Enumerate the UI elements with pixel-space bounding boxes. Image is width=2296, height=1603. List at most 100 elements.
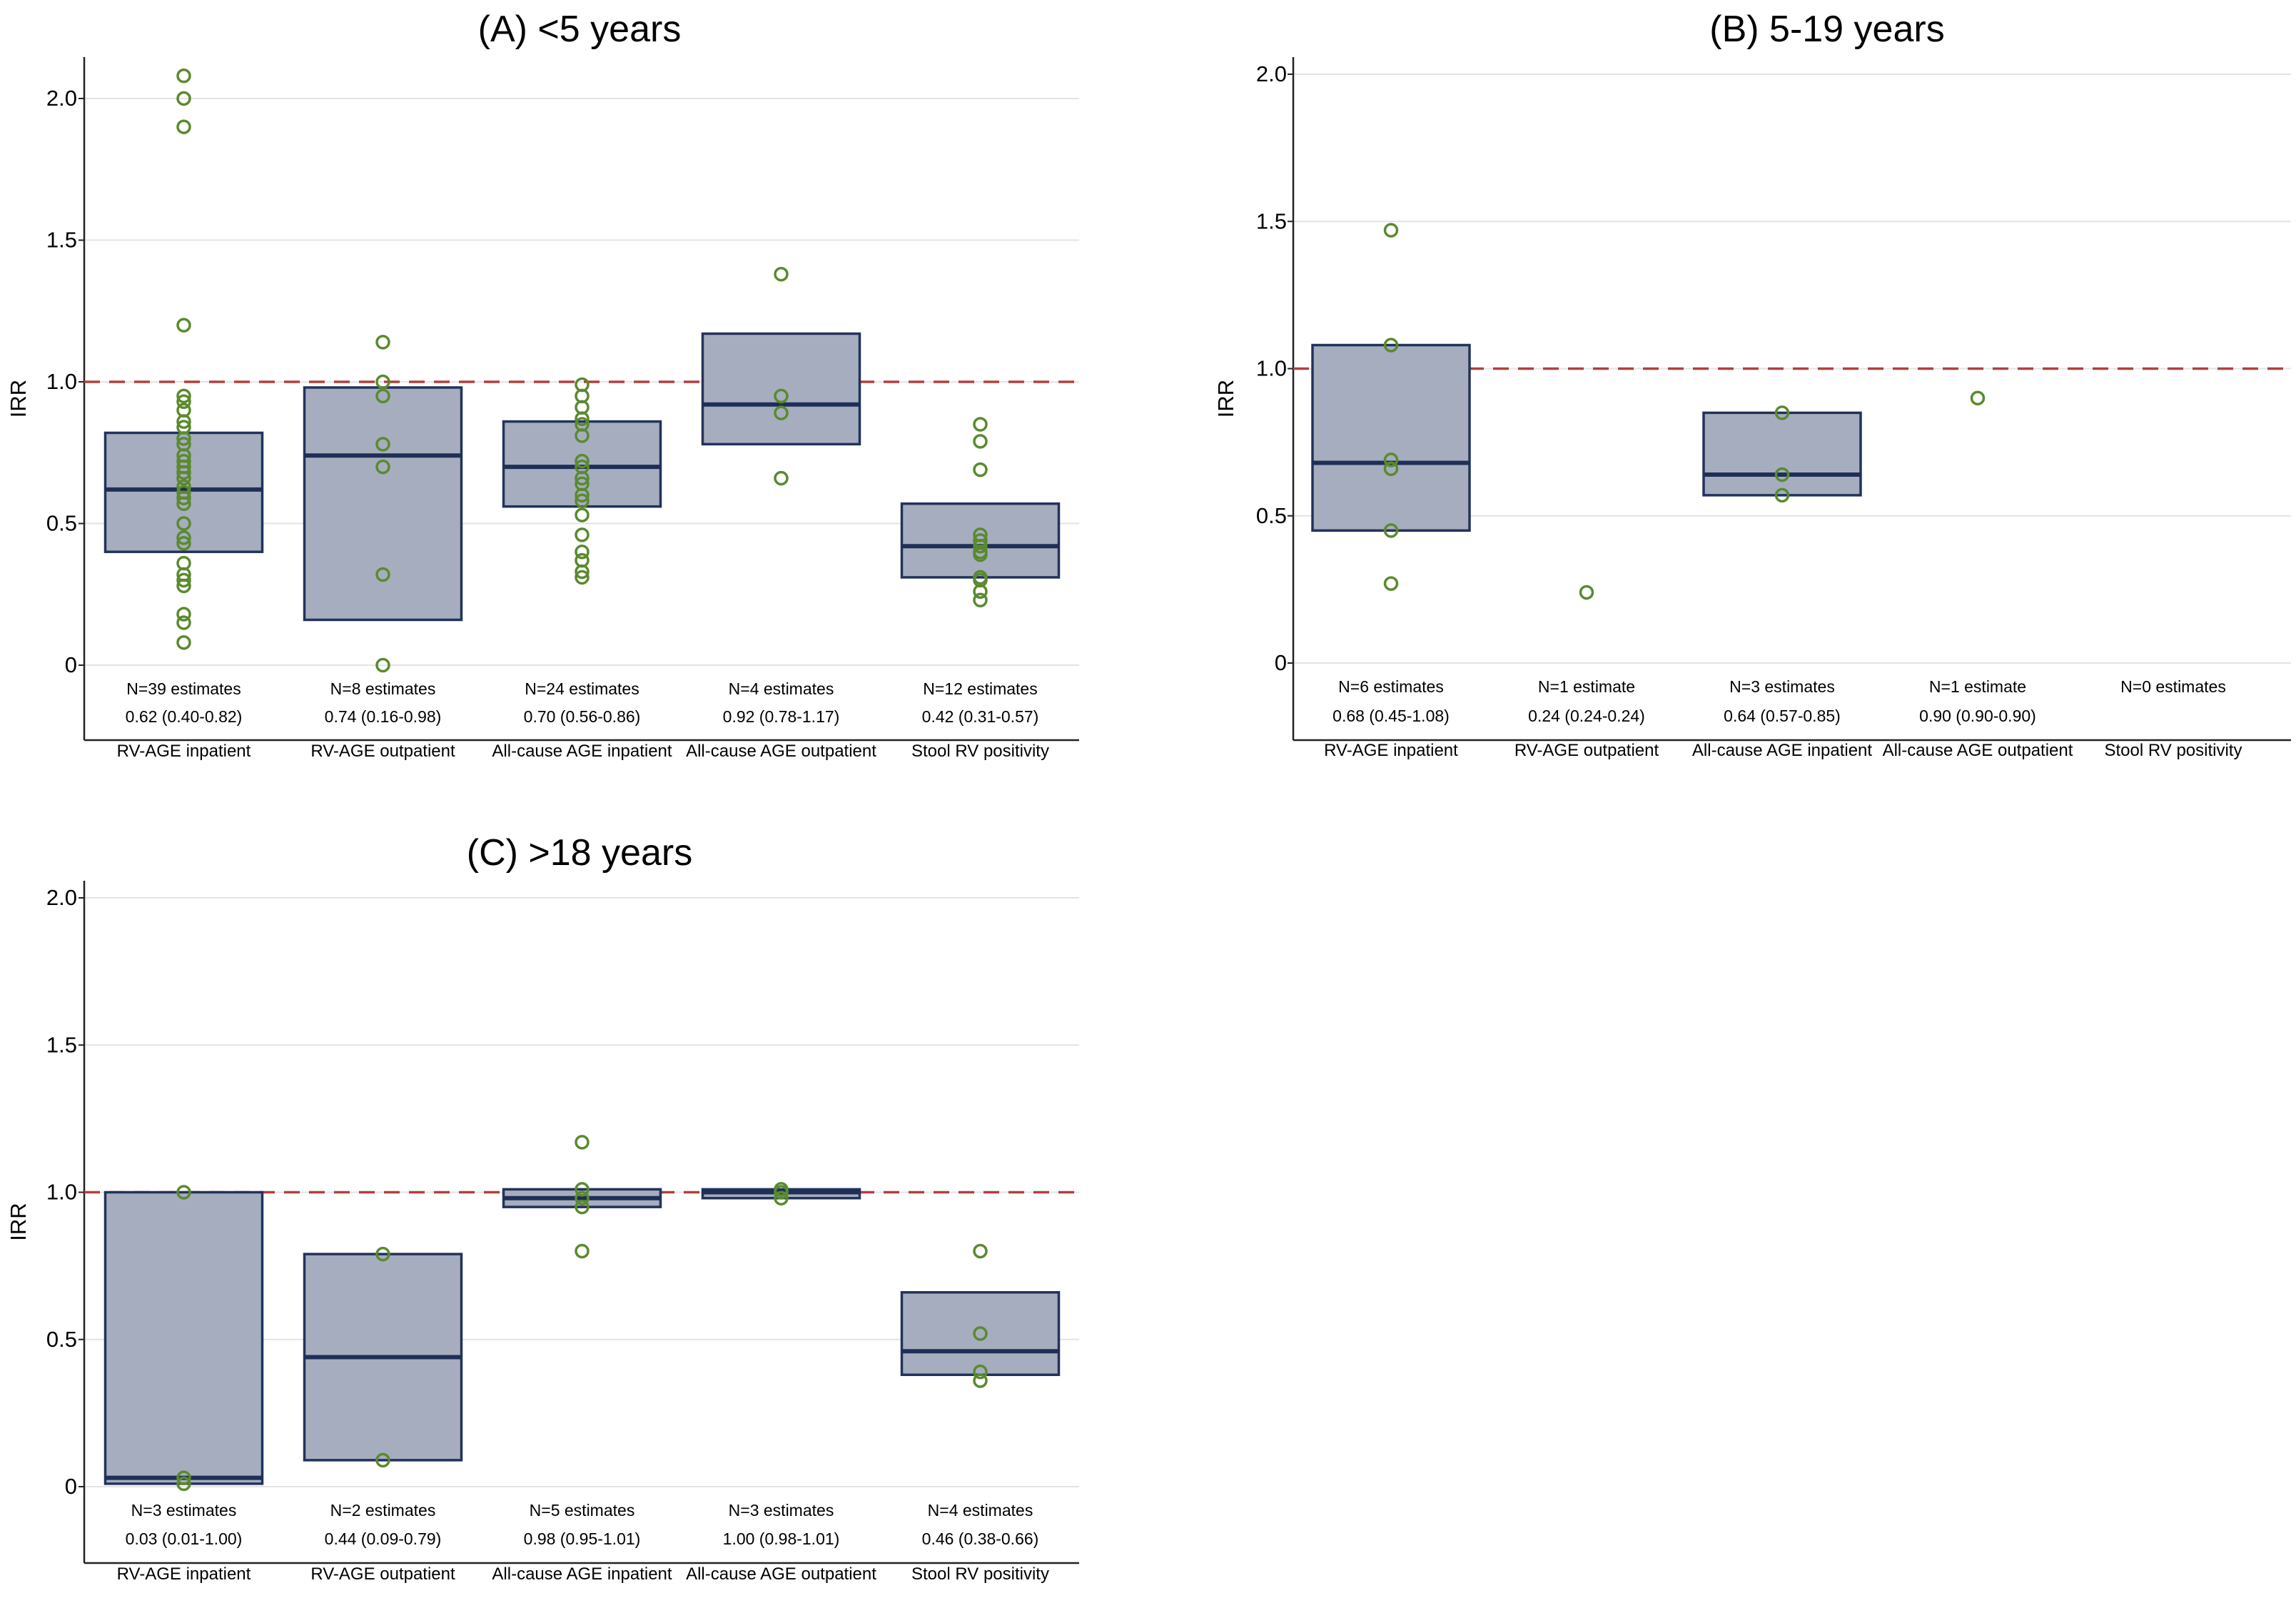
n-estimates-label: N=12 estimates: [923, 679, 1037, 698]
estimate-point: [176, 578, 191, 594]
estimate-point: [176, 431, 191, 446]
estimate-point: [176, 572, 191, 588]
estimate-point: [375, 657, 390, 673]
x-category-label: All-cause AGE outpatient: [1883, 741, 2073, 760]
x-category-label: RV-AGE inpatient: [117, 742, 251, 761]
y-tick-label: 1.0: [1256, 356, 1287, 381]
estimate-point: [176, 318, 191, 333]
median-iqr-label: 0.70 (0.56-0.86): [524, 707, 641, 726]
y-tick-label: 0.5: [1256, 503, 1287, 528]
n-estimates-label: N=39 estimates: [126, 679, 241, 698]
y-axis-label: IRR: [6, 380, 31, 418]
estimate-point: [575, 570, 590, 585]
panel-title: (A) <5 years: [478, 9, 682, 50]
estimate-point: [176, 1185, 191, 1200]
estimate-point: [176, 1470, 191, 1485]
panel-title: (C) >18 years: [467, 832, 692, 874]
iqr-box: [1311, 343, 1471, 532]
y-tick-label: 2.0: [1256, 61, 1287, 86]
estimate-point: [973, 462, 988, 477]
estimate-point: [176, 91, 191, 106]
median-iqr-label: 1.00 (0.98-1.01): [723, 1529, 840, 1548]
y-tick-label: 0.5: [46, 511, 77, 536]
estimate-point: [1579, 585, 1594, 600]
estimate-point: [774, 266, 789, 282]
median-iqr-label: 0.46 (0.38-0.66): [922, 1529, 1039, 1548]
estimate-point: [1383, 461, 1399, 476]
estimate-point: [375, 1452, 390, 1468]
estimate-point: [973, 1373, 988, 1388]
median-iqr-label: 0.03 (0.01-1.00): [126, 1529, 243, 1548]
iqr-box: [900, 1291, 1061, 1376]
estimate-point: [774, 1185, 789, 1200]
estimate-point: [1383, 223, 1399, 238]
median-iqr-label: 0.68 (0.45-1.08): [1332, 707, 1450, 725]
estimate-point: [176, 490, 191, 506]
estimate-point: [575, 493, 590, 508]
y-tick-label: 2.0: [46, 885, 77, 910]
estimate-point: [774, 470, 789, 486]
estimate-point: [1383, 338, 1399, 353]
n-estimates-label: N=2 estimates: [330, 1501, 436, 1519]
estimate-point: [774, 1190, 789, 1205]
median-iqr-label: 0.92 (0.78-1.17): [723, 707, 840, 726]
estimate-point: [375, 459, 390, 475]
estimate-point: [1970, 390, 1986, 405]
estimate-point: [973, 1326, 988, 1341]
estimate-point: [176, 615, 191, 630]
y-tick-label: 0: [65, 652, 77, 677]
estimate-point: [575, 428, 590, 443]
n-estimates-label: N=3 estimates: [729, 1501, 834, 1519]
estimate-point: [774, 388, 789, 404]
median-iqr-label: 0.24 (0.24-0.24): [1528, 707, 1645, 725]
estimate-point: [1774, 487, 1790, 503]
n-estimates-label: N=1 estimate: [1538, 677, 1635, 696]
estimate-point: [1383, 576, 1399, 591]
median-iqr-label: 0.64 (0.57-0.85): [1724, 707, 1841, 725]
estimate-point: [176, 119, 191, 134]
estimate-point: [375, 437, 390, 452]
estimate-point: [176, 496, 191, 511]
estimate-point: [973, 417, 988, 432]
median-iqr-label: 0.44 (0.09-0.79): [325, 1529, 442, 1548]
estimate-point: [575, 1199, 590, 1215]
n-estimates-label: N=3 estimates: [1729, 677, 1835, 696]
estimate-point: [176, 530, 191, 545]
x-category-label: All-cause AGE inpatient: [1692, 741, 1872, 760]
estimate-point: [575, 1243, 590, 1259]
estimate-point: [973, 592, 988, 607]
estimate-point: [575, 507, 590, 522]
y-tick-label: 2.0: [46, 86, 77, 111]
estimate-point: [1383, 452, 1399, 467]
y-tick-label: 0.5: [46, 1327, 77, 1352]
median-iqr-label: 0.98 (0.95-1.01): [524, 1529, 641, 1548]
y-tick-label: 1.0: [46, 1180, 77, 1205]
x-category-label: All-cause AGE outpatient: [686, 742, 876, 761]
panel-a: 0 0.5 1.0 1.5 2.0 IRR (A) <5 years N=39 estimat…: [6, 9, 1079, 761]
estimate-point: [575, 527, 590, 542]
estimate-point: [375, 567, 390, 582]
iqr-box: [103, 1190, 264, 1485]
n-estimates-label: N=6 estimates: [1338, 677, 1444, 696]
estimate-point: [973, 584, 988, 600]
x-category-label: RV-AGE outpatient: [310, 742, 455, 761]
median-iqr-label: 0.90 (0.90-0.90): [1919, 707, 2036, 725]
estimate-point: [176, 68, 191, 84]
panel-b: 0 0.5 1.0 1.5 2.0 IRR (B) 5-19 years N=6 estima…: [1213, 9, 2291, 760]
estimate-point: [575, 487, 590, 503]
estimate-point: [176, 388, 191, 404]
x-category-label: All-cause AGE outpatient: [686, 1564, 876, 1584]
estimate-point: [575, 411, 590, 426]
n-estimates-label: N=1 estimate: [1929, 677, 2026, 696]
estimate-point: [575, 544, 590, 560]
x-category-label: Stool RV positivity: [911, 1564, 1049, 1584]
x-category-label: RV-AGE outpatient: [310, 1564, 455, 1584]
estimate-point: [973, 434, 988, 449]
median-iqr-label: 0.62 (0.40-0.82): [126, 707, 243, 726]
estimate-point: [176, 394, 191, 410]
estimate-point: [176, 516, 191, 531]
estimate-point: [774, 405, 789, 420]
n-estimates-label: N=4 estimates: [729, 679, 834, 698]
iqr-box: [1702, 411, 1862, 497]
